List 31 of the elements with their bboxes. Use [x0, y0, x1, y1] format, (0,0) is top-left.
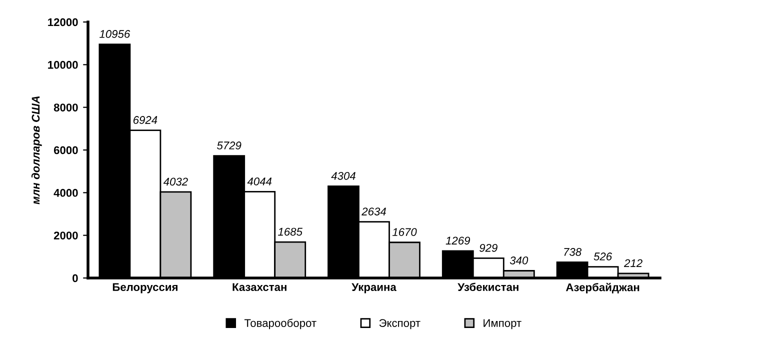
y-tick-label: 2000 [54, 232, 78, 240]
data-label: 2634 [362, 208, 386, 216]
data-label: 4032 [163, 178, 188, 186]
data-label: 738 [564, 248, 582, 256]
y-tick-label: 12000 [48, 18, 78, 26]
y-tick-label: 6000 [54, 146, 78, 154]
x-tick-label: Азербайджан [566, 282, 640, 294]
x-tick-label: Казахстан [232, 283, 286, 292]
data-label: 6924 [133, 116, 158, 124]
x-tick-label: Белоруссия [112, 283, 178, 294]
data-label: 10956 [100, 30, 130, 38]
x-tick-label: Узбекистан [458, 282, 518, 292]
data-label: 1685 [278, 228, 302, 236]
y-tick-label: 10000 [48, 60, 78, 69]
y-axis-title: млн долларов США [31, 96, 42, 204]
y-tick-label: 4000 [54, 188, 78, 197]
legend-label: Экспорт [379, 319, 420, 330]
y-tick-label: 0 [72, 274, 78, 282]
data-label: 526 [594, 252, 612, 260]
data-label: 929 [480, 244, 498, 252]
data-label: 1269 [446, 236, 470, 245]
data-label: 4304 [331, 172, 356, 180]
data-label: 212 [624, 259, 642, 268]
legend-label: Импорт [484, 319, 522, 330]
x-tick-label: Украина [352, 283, 396, 294]
data-label: 5729 [216, 142, 242, 150]
y-tick-label: 8000 [54, 104, 78, 112]
data-label: 4044 [247, 177, 272, 186]
data-label: 340 [510, 256, 528, 264]
data-label: 1670 [392, 228, 417, 236]
legend-label: Товарооборот [244, 318, 316, 330]
